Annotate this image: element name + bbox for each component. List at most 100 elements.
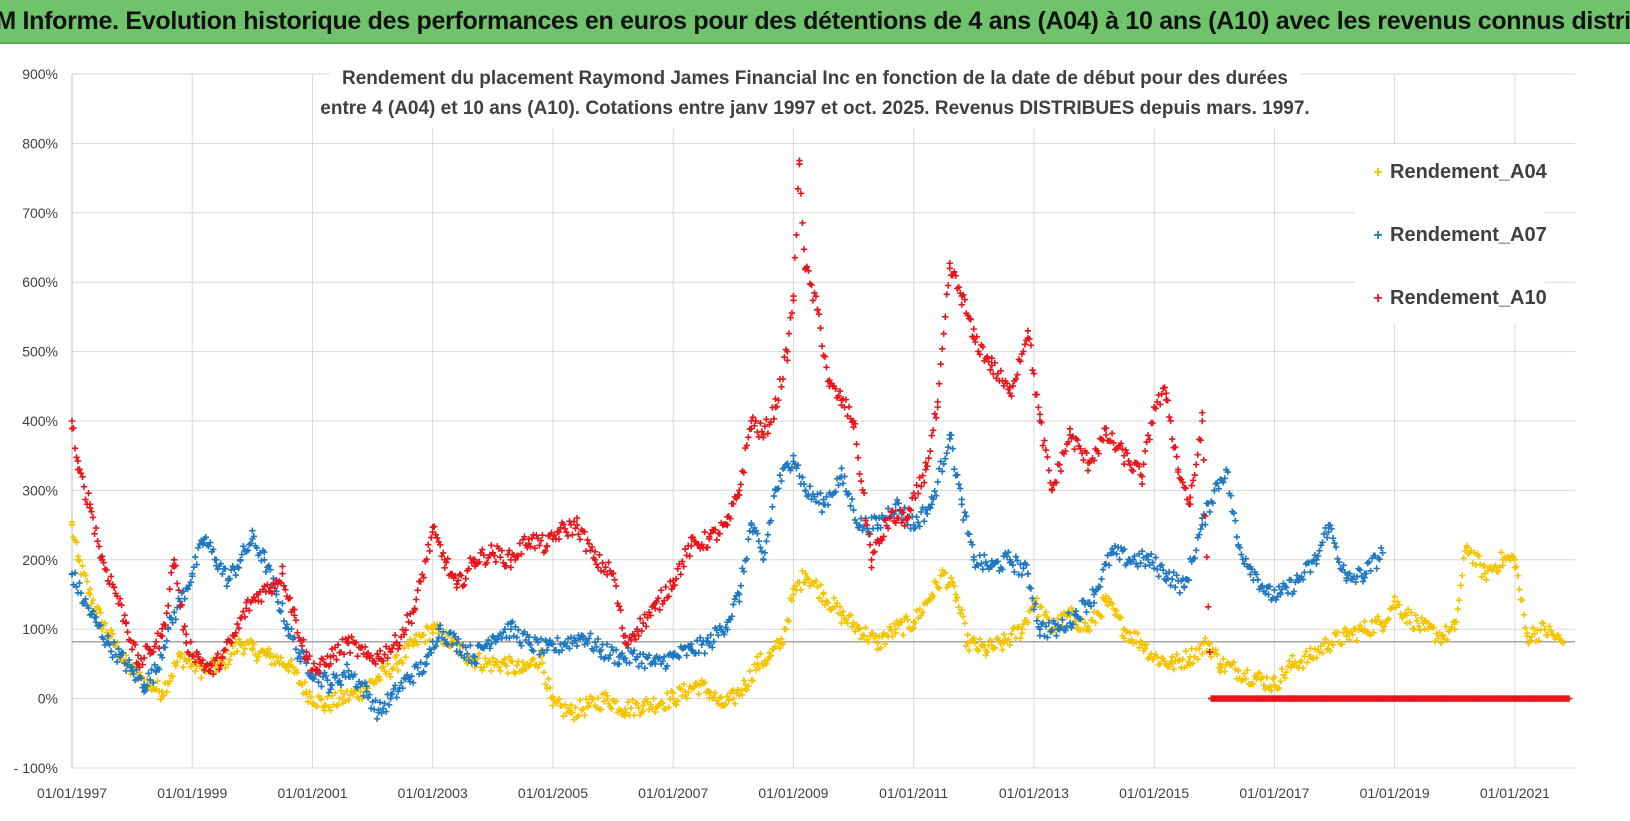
point-rendement-a07 xyxy=(497,630,504,637)
point-rendement-a07 xyxy=(1332,543,1340,551)
point-rendement-a07 xyxy=(137,675,145,682)
point-rendement-a07 xyxy=(394,688,402,695)
point-rendement-a10 xyxy=(1020,348,1027,355)
point-rendement-a10 xyxy=(1197,436,1204,444)
point-rendement-a04 xyxy=(1343,632,1350,640)
point-rendement-a10 xyxy=(222,646,229,653)
point-rendement-a07 xyxy=(728,613,736,620)
point-rendement-a10 xyxy=(1379,695,1386,702)
point-rendement-a07 xyxy=(641,664,648,672)
point-rendement-a10 xyxy=(431,523,438,530)
point-rendement-a04 xyxy=(1361,626,1368,633)
point-rendement-a07 xyxy=(778,477,785,485)
point-rendement-a10 xyxy=(751,422,758,429)
point-rendement-a10 xyxy=(812,293,820,300)
point-rendement-a04 xyxy=(98,626,106,633)
point-rendement-a10 xyxy=(686,552,693,560)
point-rendement-a10 xyxy=(273,576,280,584)
point-rendement-a07 xyxy=(1329,535,1337,542)
point-rendement-a10 xyxy=(1041,437,1048,444)
point-rendement-a04 xyxy=(540,669,548,676)
point-rendement-a04 xyxy=(695,690,702,698)
point-rendement-a07 xyxy=(267,566,274,573)
point-rendement-a04 xyxy=(746,667,754,675)
point-rendement-a04 xyxy=(933,579,940,586)
point-rendement-a04 xyxy=(976,636,984,643)
point-rendement-a04 xyxy=(1379,627,1386,635)
point-rendement-a07 xyxy=(247,540,255,547)
point-rendement-a07 xyxy=(1147,550,1155,558)
point-rendement-a07 xyxy=(110,639,118,646)
point-rendement-a04 xyxy=(429,626,436,633)
point-rendement-a04 xyxy=(1406,619,1413,626)
point-rendement-a10 xyxy=(71,445,79,452)
point-rendement-a10 xyxy=(591,556,599,563)
point-rendement-a07 xyxy=(874,521,881,529)
point-rendement-a10 xyxy=(297,637,304,644)
point-rendement-a04 xyxy=(1230,658,1238,666)
point-rendement-a04 xyxy=(504,670,512,677)
point-rendement-a10 xyxy=(621,639,629,647)
point-rendement-a04 xyxy=(222,664,229,672)
point-rendement-a10 xyxy=(74,457,82,465)
point-rendement-a07 xyxy=(1152,554,1159,561)
point-rendement-a07 xyxy=(322,672,330,679)
point-rendement-a07 xyxy=(360,692,367,700)
point-rendement-a10 xyxy=(1006,390,1014,397)
point-rendement-a04 xyxy=(889,633,896,640)
point-rendement-a04 xyxy=(1442,623,1449,630)
point-rendement-a10 xyxy=(539,531,546,539)
point-rendement-a10 xyxy=(832,385,839,392)
point-rendement-a04 xyxy=(1481,570,1489,577)
point-rendement-a10 xyxy=(866,541,874,549)
point-rendement-a04 xyxy=(1416,627,1424,634)
point-rendement-a04 xyxy=(982,646,990,654)
point-rendement-a07 xyxy=(1072,612,1080,619)
point-rendement-a07 xyxy=(1069,621,1077,628)
point-rendement-a10 xyxy=(228,639,235,647)
point-rendement-a10 xyxy=(1074,436,1081,444)
point-rendement-a07 xyxy=(802,487,809,494)
y-tick-label: 100% xyxy=(22,621,58,637)
point-rendement-a07 xyxy=(351,671,358,678)
point-rendement-a04 xyxy=(603,695,611,702)
point-rendement-a07 xyxy=(794,461,802,469)
point-rendement-a04 xyxy=(818,598,826,605)
point-rendement-a10 xyxy=(400,631,408,638)
point-rendement-a10 xyxy=(924,463,931,470)
point-rendement-a04 xyxy=(375,674,382,681)
point-rendement-a07 xyxy=(757,544,764,551)
point-rendement-a07 xyxy=(960,516,967,524)
point-rendement-a07 xyxy=(651,660,659,668)
point-rendement-a04 xyxy=(1471,549,1478,556)
point-rendement-a10 xyxy=(1003,380,1011,387)
point-rendement-a07 xyxy=(1080,597,1087,604)
point-rendement-a10 xyxy=(713,536,720,544)
point-rendement-a07 xyxy=(283,621,291,628)
point-rendement-a07 xyxy=(262,568,270,575)
point-rendement-a04 xyxy=(1453,618,1460,626)
point-rendement-a07 xyxy=(1247,563,1254,570)
point-rendement-a07 xyxy=(258,557,265,564)
point-rendement-a07 xyxy=(764,531,772,538)
point-rendement-a04 xyxy=(558,702,566,710)
point-rendement-a10 xyxy=(310,660,318,667)
point-rendement-a07 xyxy=(660,653,668,661)
point-rendement-a07 xyxy=(758,548,766,555)
point-rendement-a04 xyxy=(109,630,116,637)
point-rendement-a10 xyxy=(922,466,929,473)
point-rendement-a07 xyxy=(608,643,615,651)
point-rendement-a04 xyxy=(157,696,164,703)
point-rendement-a07 xyxy=(447,629,454,636)
point-rendement-a07 xyxy=(1065,609,1072,617)
point-rendement-a07 xyxy=(1090,591,1098,598)
point-rendement-a07 xyxy=(1045,619,1053,626)
point-rendement-a07 xyxy=(184,585,191,593)
x-tick-label: 01/01/2019 xyxy=(1360,785,1430,801)
point-rendement-a07 xyxy=(1367,567,1374,575)
point-rendement-a04 xyxy=(916,606,923,613)
point-rendement-a07 xyxy=(237,556,244,563)
point-rendement-a10 xyxy=(219,653,226,661)
point-rendement-a07 xyxy=(698,641,705,648)
point-rendement-a10 xyxy=(1191,471,1198,479)
